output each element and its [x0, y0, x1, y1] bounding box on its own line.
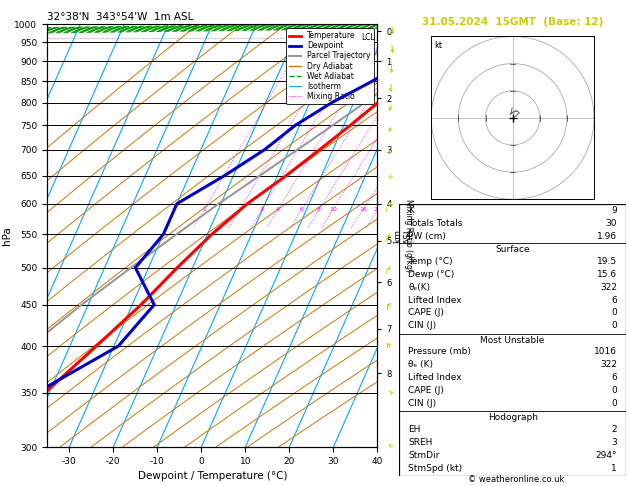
Legend: Temperature, Dewpoint, Parcel Trajectory, Dry Adiabat, Wet Adiabat, Isotherm, Mi: Temperature, Dewpoint, Parcel Trajectory…	[286, 28, 374, 104]
Text: kt: kt	[435, 41, 443, 51]
Text: Mixing Ratio (g/kg): Mixing Ratio (g/kg)	[404, 199, 413, 272]
Text: 3: 3	[611, 438, 617, 447]
Text: Lifted Index: Lifted Index	[408, 373, 462, 382]
Text: LCL: LCL	[362, 34, 375, 42]
Text: 322: 322	[600, 282, 617, 292]
Text: Hodograph: Hodograph	[487, 414, 538, 422]
Text: SREH: SREH	[408, 438, 433, 447]
Text: 3: 3	[260, 207, 264, 212]
Text: 6: 6	[611, 295, 617, 305]
Text: StmSpd (kt): StmSpd (kt)	[408, 464, 462, 473]
Text: © weatheronline.co.uk: © weatheronline.co.uk	[467, 474, 564, 484]
Y-axis label: km
ASL: km ASL	[393, 227, 413, 244]
Text: 2: 2	[238, 207, 242, 212]
Text: Totals Totals: Totals Totals	[408, 219, 463, 228]
Text: 4: 4	[276, 207, 280, 212]
Text: 6: 6	[611, 373, 617, 382]
Text: Most Unstable: Most Unstable	[481, 336, 545, 345]
Text: Lifted Index: Lifted Index	[408, 295, 462, 305]
Text: 19.5: 19.5	[597, 257, 617, 266]
Text: 16: 16	[359, 207, 367, 212]
Text: CIN (J): CIN (J)	[408, 399, 437, 408]
Text: PW (cm): PW (cm)	[408, 232, 447, 241]
Text: 1016: 1016	[594, 347, 617, 356]
Text: 15.6: 15.6	[597, 270, 617, 278]
Text: K: K	[408, 206, 415, 215]
Text: CAPE (J): CAPE (J)	[408, 309, 444, 317]
Text: 1: 1	[611, 464, 617, 473]
Text: CAPE (J): CAPE (J)	[408, 386, 444, 395]
Text: 8: 8	[317, 207, 321, 212]
Text: 2: 2	[611, 425, 617, 434]
Text: Dewp (°C): Dewp (°C)	[408, 270, 455, 278]
Text: 1.96: 1.96	[597, 232, 617, 241]
Text: 1: 1	[202, 207, 206, 212]
Text: θₑ (K): θₑ (K)	[408, 360, 433, 369]
Text: 9: 9	[611, 206, 617, 215]
Text: EH: EH	[408, 425, 421, 434]
Text: Surface: Surface	[495, 245, 530, 254]
Text: 0: 0	[611, 309, 617, 317]
Text: StmDir: StmDir	[408, 451, 440, 460]
Text: CIN (J): CIN (J)	[408, 321, 437, 330]
Text: 30: 30	[605, 219, 617, 228]
Y-axis label: hPa: hPa	[2, 226, 12, 245]
Text: 0: 0	[611, 399, 617, 408]
Text: 20: 20	[374, 207, 382, 212]
Text: 322: 322	[600, 360, 617, 369]
Text: Temp (°C): Temp (°C)	[408, 257, 453, 266]
Text: 32°38'N  343°54'W  1m ASL: 32°38'N 343°54'W 1m ASL	[47, 12, 194, 22]
Text: 294°: 294°	[595, 451, 617, 460]
X-axis label: Dewpoint / Temperature (°C): Dewpoint / Temperature (°C)	[138, 471, 287, 482]
Text: 0: 0	[611, 386, 617, 395]
Text: 0: 0	[611, 321, 617, 330]
Text: θₑ(K): θₑ(K)	[408, 282, 431, 292]
Text: Pressure (mb): Pressure (mb)	[408, 347, 471, 356]
Text: 10: 10	[329, 207, 337, 212]
Text: 31.05.2024  15GMT  (Base: 12): 31.05.2024 15GMT (Base: 12)	[422, 17, 603, 27]
Text: 6: 6	[299, 207, 303, 212]
